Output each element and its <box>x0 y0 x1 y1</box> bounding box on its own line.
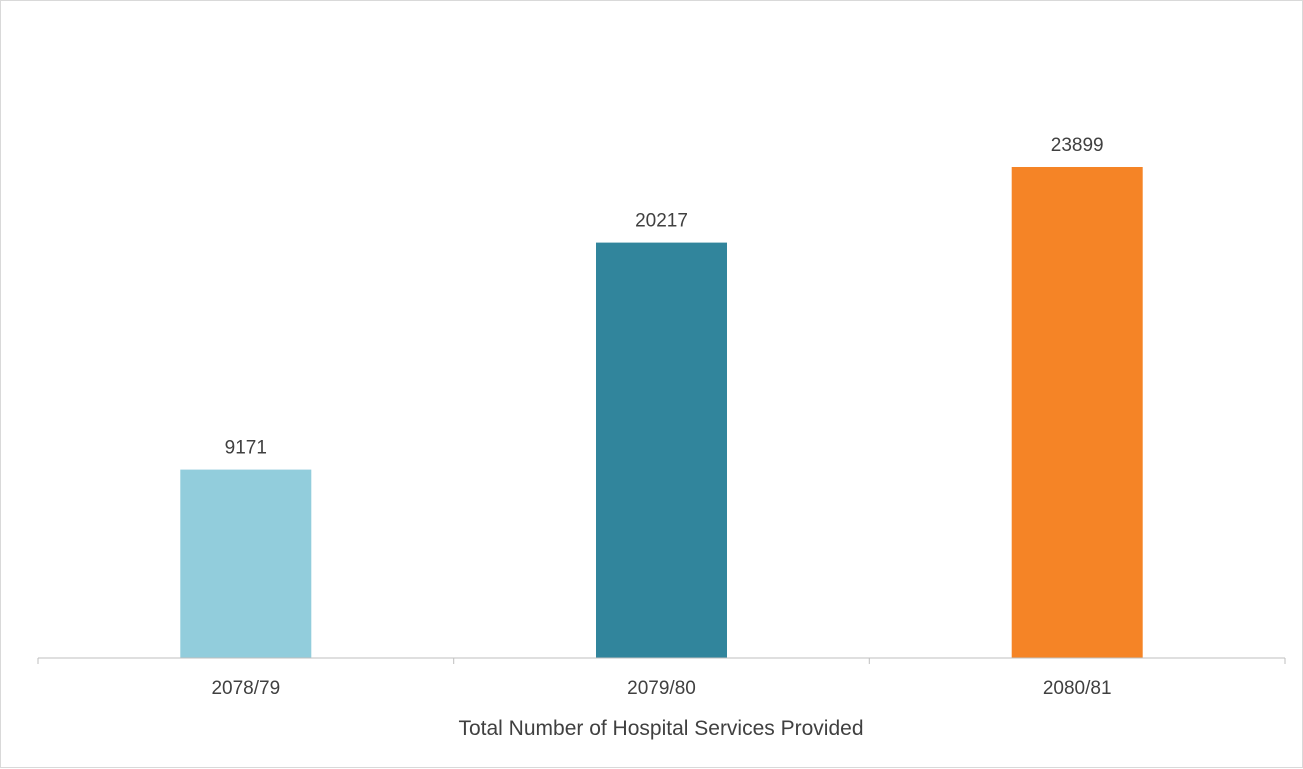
bar-2078-79 <box>180 469 312 658</box>
labels-layer: 9171 2078/79 20217 2079/80 23899 2080/81 <box>211 135 1111 699</box>
x-axis <box>37 657 1286 664</box>
bar-2080-81 <box>1011 167 1143 658</box>
data-label: 23899 <box>1051 135 1104 156</box>
data-label: 20217 <box>635 211 688 232</box>
bar-2079-80 <box>596 242 727 658</box>
x-tick-label: 2080/81 <box>1043 678 1112 699</box>
data-label: 9171 <box>225 438 267 459</box>
x-axis-title: Total Number of Hospital Services Provid… <box>458 717 863 740</box>
bars-layer <box>180 167 1143 658</box>
x-tick-label: 2079/80 <box>627 678 696 699</box>
x-tick-label: 2078/79 <box>211 678 280 699</box>
